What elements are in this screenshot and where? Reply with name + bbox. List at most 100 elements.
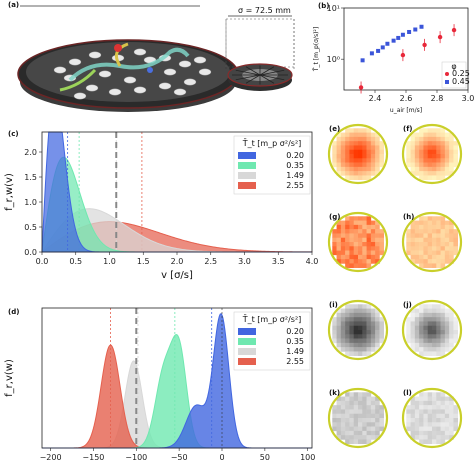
heatmap-cell — [449, 321, 454, 327]
heatmap-cell — [444, 166, 450, 172]
heatmap-cell — [349, 158, 355, 163]
heatmap-cell — [423, 413, 429, 419]
heatmap-cell — [423, 321, 429, 327]
heatmap-cell — [427, 246, 433, 251]
heatmap-cell — [353, 338, 359, 344]
heatmap-cell — [427, 325, 433, 331]
heatmap-cell — [375, 413, 380, 419]
heatmap-cell — [353, 246, 359, 251]
heatmap-cell — [349, 325, 355, 331]
heatmap-cell — [423, 304, 429, 309]
heatmap-cell — [340, 237, 346, 243]
heatmap-cell — [345, 158, 350, 163]
heatmap-cell — [414, 224, 420, 230]
heatmap-cell — [410, 422, 416, 427]
legend-label: 0.25 — [452, 69, 470, 78]
heatmap-cell — [449, 396, 454, 402]
x-tick-label: −100 — [125, 453, 147, 462]
boundary-ring — [327, 123, 389, 185]
heatmap-cell — [423, 224, 429, 230]
heatmap-cell — [444, 413, 450, 419]
heatmap-cell — [379, 149, 385, 155]
heatmap-cell — [453, 162, 459, 168]
heatmap-cell — [345, 334, 350, 339]
heatmap-cell — [336, 342, 342, 348]
heatmap-cell — [358, 426, 363, 432]
heatmap-cell — [362, 413, 367, 419]
legend-title: φ — [451, 62, 456, 71]
chart-c: (c) 0.0 0.5 1.0 1.5 2.0 2.5 3.0 3.5 4.0 0.0 0.5 1.0 1… — [4, 130, 318, 281]
heatmap-cell — [370, 317, 376, 322]
heatmap-cell — [336, 149, 342, 155]
heatmap-cell — [375, 149, 380, 155]
heatmap-cell — [414, 145, 420, 151]
heatmap-cell — [440, 158, 446, 163]
heatmap-cell — [366, 400, 372, 406]
heatmap-cell — [444, 396, 450, 402]
heatmap-cell — [349, 347, 355, 352]
heatmap-cell — [362, 154, 367, 159]
heatmap-cell — [340, 430, 346, 436]
heatmap-cell — [332, 246, 337, 251]
heatmap-cell — [410, 166, 416, 172]
x-tick-label: −150 — [82, 453, 104, 462]
heatmap-cell — [375, 321, 380, 327]
heatmap-cell — [349, 426, 355, 432]
heatmap-cell — [449, 422, 454, 427]
heatmap-cell — [436, 166, 441, 172]
heatmap-cell — [453, 334, 459, 339]
heatmap-cell — [419, 334, 424, 339]
heatmap-cell — [336, 250, 342, 256]
heatmap-cell — [440, 325, 446, 331]
heatmap-cell — [410, 413, 416, 419]
heatmap-cell — [436, 229, 441, 234]
heatmap-cell — [370, 409, 376, 415]
heatmap-cell — [419, 145, 424, 151]
heatmap-cell — [423, 334, 429, 339]
heatmap-cell — [366, 263, 372, 269]
heatmap-cell — [444, 158, 450, 163]
heatmap-cell — [370, 242, 376, 247]
heatmap-cell — [432, 413, 437, 419]
heatmap-cell — [444, 233, 450, 239]
heatmap-cell — [375, 435, 380, 440]
heatmap-cell — [406, 317, 411, 322]
heatmap-cell — [432, 325, 437, 331]
heatmap-cell — [427, 435, 433, 440]
heatmap-cell — [379, 426, 385, 432]
heatmap-cell — [349, 439, 355, 445]
heatmap-cell — [406, 154, 411, 159]
heatmap-cell — [358, 237, 363, 243]
heatmap-cell — [444, 400, 450, 406]
heatmap-letter: (h) — [403, 213, 414, 221]
heatmap-cell — [358, 233, 363, 239]
heatmap-cell — [432, 426, 437, 432]
heatmap-cell — [432, 351, 437, 357]
heatmap-cell — [414, 422, 420, 427]
heatmap-cell — [432, 254, 437, 260]
heatmap-cell — [436, 308, 441, 314]
heatmap-cell — [410, 321, 416, 327]
heatmap-cell — [353, 242, 359, 247]
x-tick-label: 0.0 — [36, 257, 49, 266]
heatmap-letter: (e) — [329, 125, 340, 133]
heatmap-cell — [432, 430, 437, 436]
heatmap-cell — [427, 430, 433, 436]
heatmap-cell — [349, 430, 355, 436]
heatmap-cell — [453, 325, 459, 331]
heatmap-cell — [345, 439, 350, 445]
heatmap-cell — [349, 317, 355, 322]
heatmap-cell — [375, 166, 380, 172]
heatmap-cell — [432, 330, 437, 335]
heatmap-cell — [358, 224, 363, 230]
heatmap-cell — [423, 233, 429, 239]
x-tick-label: 100 — [300, 453, 315, 462]
heatmap-cell — [362, 132, 367, 138]
heatmap-cell — [349, 233, 355, 239]
heatmap-cell — [340, 154, 346, 159]
heatmap-cell — [427, 422, 433, 427]
heatmap-cell — [353, 171, 359, 176]
heatmap-cell — [336, 405, 342, 410]
spoke — [235, 69, 261, 76]
heatmap-cell — [406, 418, 411, 423]
